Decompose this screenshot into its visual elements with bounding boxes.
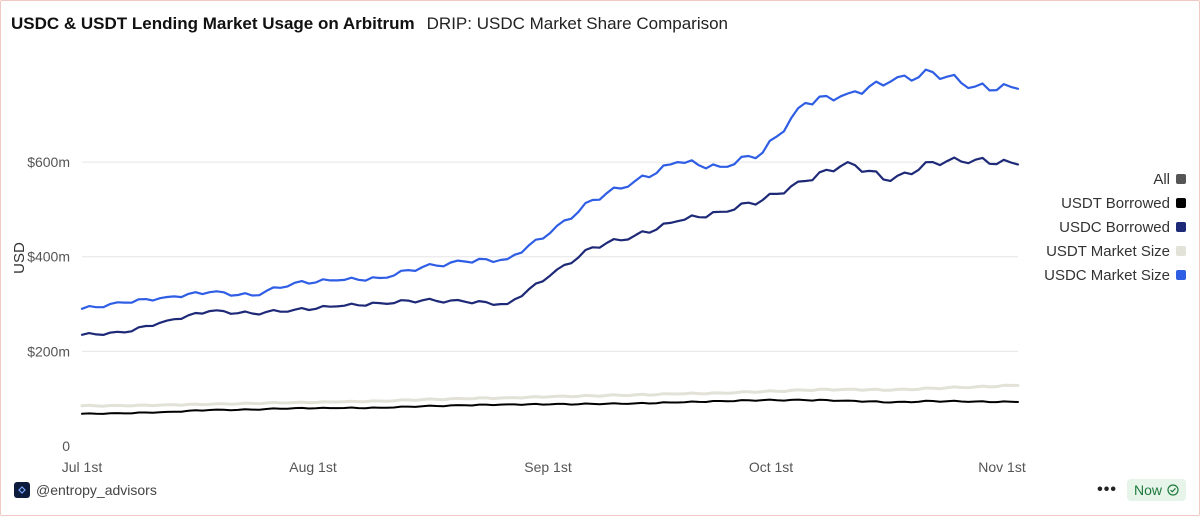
status-label: Now [1133,482,1162,498]
legend-label: USDT Market Size [1046,242,1170,260]
series-lines [80,68,1020,415]
axes: 0 $200m $400m $600m Jul 1st Aug 1st Sep 1st Oct… [27,154,1026,475]
author-attribution[interactable]: @entropy_advisors [14,480,157,500]
series-line [80,156,1020,336]
y-axis-label: USD [11,242,28,274]
legend-item[interactable]: USDC Borrowed [1059,218,1186,236]
chart-title: USDC & USDT Lending Market Usage on Arbi… [11,14,415,33]
legend-swatch [1176,198,1186,208]
legend-swatch [1176,174,1186,184]
legend-swatch [1176,222,1186,232]
legend-item[interactable]: All [1153,170,1186,188]
series-line [80,383,1020,408]
y-tick-label: $200m [27,343,70,359]
legend-label: USDC Market Size [1044,266,1170,284]
legend-item[interactable]: USDT Market Size [1046,242,1186,260]
series-line [80,68,1020,310]
gridlines [82,161,1018,352]
x-tick-label: Nov 1st [978,459,1026,475]
check-circle-icon [1167,484,1179,496]
x-tick-label: Aug 1st [289,459,337,475]
chart-header: USDC & USDT Lending Market Usage on Arbi… [11,14,728,38]
x-tick-label: Sep 1st [524,459,572,475]
y-tick-label: 0 [62,438,70,454]
legend-item[interactable]: USDT Borrowed [1061,194,1186,212]
refresh-status-badge[interactable]: Now [1126,479,1186,501]
entropy-logo-icon [14,482,30,498]
more-options-icon[interactable]: ••• [1097,481,1117,498]
legend-swatch [1176,246,1186,256]
legend-label: All [1153,170,1170,188]
legend-label: USDT Borrowed [1061,194,1170,212]
y-tick-label: $600m [27,154,70,170]
y-tick-label: $400m [27,249,70,265]
legend-swatch [1176,270,1186,280]
chart-subtitle-tab[interactable]: DRIP: USDC Market Share Comparison [426,14,729,33]
chart-legend: All USDT Borrowed USDC Borrowed USDT Market… [1044,170,1186,284]
legend-item[interactable]: USDC Market Size [1044,266,1186,284]
footer-actions: ••• Now [1097,478,1186,502]
x-tick-label: Jul 1st [62,459,103,475]
legend-label: USDC Borrowed [1059,218,1170,236]
series-line [81,398,1019,415]
author-handle: @entropy_advisors [36,482,157,498]
x-tick-label: Oct 1st [749,459,793,475]
